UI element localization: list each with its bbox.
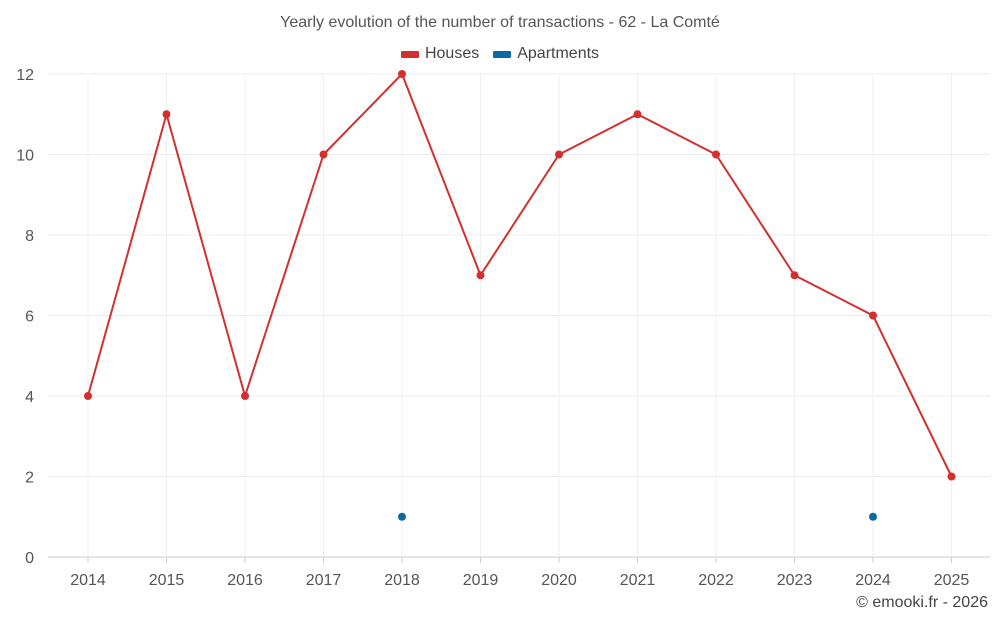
x-tick-label: 2025 (934, 572, 970, 589)
series-line-houses (87, 73, 953, 477)
x-tick-label: 2022 (698, 572, 734, 589)
data-point-apartments (869, 512, 877, 521)
data-point-houses (947, 472, 956, 481)
legend-label-apartments: Apartments (517, 45, 600, 62)
x-tick-label: 2021 (620, 572, 656, 589)
x-tick-label: 2023 (777, 572, 813, 589)
legend-item-apartments[interactable]: Apartments (493, 45, 599, 63)
data-point-houses (476, 271, 485, 280)
credit-text: © emooki.fr - 2026 (856, 594, 988, 611)
data-point-houses (398, 70, 406, 78)
data-point-houses (84, 392, 92, 400)
legend-label-houses: Houses (424, 45, 480, 62)
y-tick-label: 10 (16, 148, 34, 165)
legend-item-houses[interactable]: Houses (400, 45, 480, 63)
data-point-houses (162, 110, 171, 119)
y-tick-label: 12 (16, 67, 34, 84)
x-tick-label: 2019 (463, 572, 499, 589)
y-tick-label: 6 (25, 309, 34, 326)
x-tick-label: 2017 (306, 572, 342, 589)
x-tick-label: 2024 (855, 572, 891, 589)
x-tick-label: 2014 (70, 572, 106, 589)
legend-swatch-apartments (493, 50, 512, 58)
chart-legend: Houses Apartments (0, 45, 1000, 63)
x-tick-label: 2015 (149, 572, 185, 589)
data-point-houses (319, 150, 328, 159)
y-tick-label: 8 (25, 228, 34, 245)
x-tick-label: 2016 (227, 572, 263, 589)
x-tick-label: 2018 (384, 572, 420, 589)
chart-title: Yearly evolution of the number of transa… (280, 14, 720, 31)
y-tick-label: 2 (25, 470, 34, 487)
data-point-houses (712, 150, 720, 159)
data-point-houses (790, 271, 799, 280)
data-point-apartments (398, 512, 406, 521)
data-point-houses (555, 150, 563, 159)
y-tick-label: 0 (25, 550, 34, 567)
data-point-houses (869, 311, 877, 320)
data-point-houses (241, 392, 249, 400)
legend-swatch-houses (400, 50, 419, 58)
data-point-houses (633, 110, 642, 119)
x-tick-label: 2020 (541, 572, 577, 589)
y-tick-label: 4 (25, 389, 34, 406)
